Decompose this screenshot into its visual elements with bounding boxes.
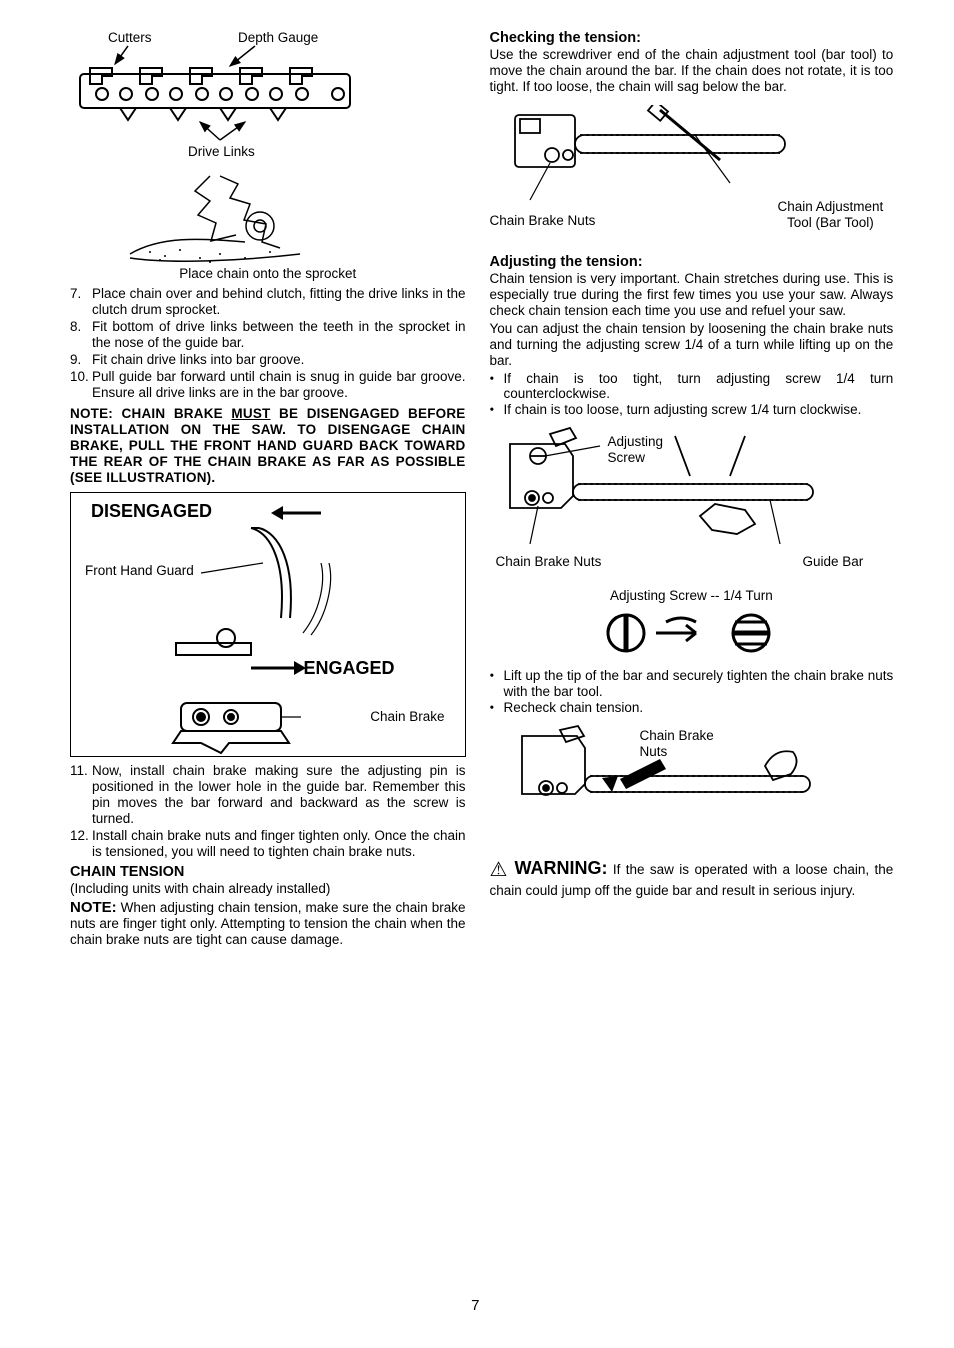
note-body: When adjusting chain tension, make sure …	[70, 900, 466, 948]
bullet-icon: •	[490, 402, 504, 418]
checking-tension-text: Use the screwdriver end of the chain adj…	[490, 47, 894, 95]
step-text: Now, install chain brake making sure the…	[92, 763, 466, 827]
adjusting-p2: You can adjust the chain tension by loos…	[490, 321, 894, 369]
heading-chain-tension: CHAIN TENSION	[70, 864, 466, 881]
figure-sprocket: Place chain onto the sprocket	[70, 166, 466, 286]
right-column: Checking the tension: Use the screwdrive…	[490, 30, 894, 948]
chain-parts-illustration	[70, 44, 360, 159]
label-adjusting-screw: Adjusting Screw	[608, 434, 664, 466]
page-number: 7	[471, 1297, 479, 1314]
label-place-on-sprocket: Place chain onto the sprocket	[70, 266, 466, 282]
bullet-text: Lift up the tip of the bar and securely …	[504, 668, 894, 700]
bullet-icon: •	[490, 371, 504, 403]
adjusting-screw-illustration	[490, 426, 894, 556]
note-pre: NOTE: CHAIN BRAKE	[70, 406, 231, 421]
bullet-text: Recheck chain tension.	[504, 700, 894, 716]
step-num: 11.	[70, 763, 92, 827]
figure-tighten-nuts: Chain Brake Nuts	[510, 724, 894, 844]
label-drive-links: Drive Links	[188, 144, 255, 160]
steps-7-10: 7.Place chain over and behind clutch, fi…	[70, 286, 466, 400]
step-text: Install chain brake nuts and finger tigh…	[92, 828, 466, 860]
label-front-hand-guard: Front Hand Guard	[85, 563, 194, 579]
label-chain-brake-nuts-2: Chain Brake Nuts	[496, 554, 602, 570]
left-column: Cutters Depth Gauge	[70, 30, 466, 948]
figure-adjusting-screw: Adjusting Screw Chain Brake Nuts Guide B…	[490, 426, 894, 576]
label-chain-brake-nuts: Chain Brake Nuts	[490, 213, 596, 229]
warning-block: ⚠ WARNING: If the saw is operated with a…	[490, 858, 894, 899]
bullet-icon: •	[490, 668, 504, 700]
step-num: 12.	[70, 828, 92, 860]
l1: Chain Brake	[640, 728, 714, 743]
figure-check-tension: Chain Brake Nuts Chain Adjustment Tool (…	[490, 105, 894, 240]
l2: Nuts	[640, 744, 668, 759]
step-text: Place chain over and behind clutch, fitt…	[92, 286, 466, 318]
step-num: 10.	[70, 369, 92, 401]
sprocket-illustration	[70, 166, 360, 266]
figure-brake-engage: DISENGAGED	[70, 492, 466, 757]
label-line1: Chain Adjustment	[777, 199, 883, 214]
bullet-text: If chain is too loose, turn adjusting sc…	[504, 402, 894, 418]
adjusting-p1: Chain tension is very important. Chain s…	[490, 271, 894, 319]
step-num: 7.	[70, 286, 92, 318]
step-text: Pull guide bar forward until chain is sn…	[92, 369, 466, 401]
step-num: 9.	[70, 352, 92, 368]
bullets-lift-recheck: •Lift up the tip of the bar and securely…	[490, 668, 894, 716]
label-chain-brake: Chain Brake	[370, 709, 444, 725]
figure-quarter-turn	[490, 608, 894, 658]
figure-chain-parts: Cutters Depth Gauge	[70, 30, 466, 160]
step-text: Fit chain drive links into bar groove.	[92, 352, 466, 368]
bullet-text: If chain is too tight, turn adjusting sc…	[504, 371, 894, 403]
note-label: NOTE:	[70, 899, 117, 916]
label-line2: Tool (Bar Tool)	[787, 215, 874, 230]
note-must: MUST	[231, 406, 270, 421]
label-quarter-turn: Adjusting Screw -- 1/4 Turn	[490, 588, 894, 604]
step-num: 8.	[70, 319, 92, 351]
chain-tension-note: NOTE: When adjusting chain tension, make…	[70, 899, 466, 949]
heading-adjusting-tension: Adjusting the tension:	[490, 254, 894, 271]
step-text: Fit bottom of drive links between the te…	[92, 319, 466, 351]
warning-icon: ⚠	[490, 859, 510, 881]
label-chain-brake-nuts-3: Chain Brake Nuts	[640, 728, 714, 760]
label-chain-adj-tool: Chain Adjustment Tool (Bar Tool)	[777, 199, 883, 231]
bullets-tight-loose: •If chain is too tight, turn adjusting s…	[490, 371, 894, 419]
heading-checking-tension: Checking the tension:	[490, 30, 894, 47]
label-engaged: ENGAGED	[304, 658, 395, 679]
l1: Adjusting	[608, 434, 664, 449]
quarter-turn-illustration	[591, 608, 791, 658]
l2: Screw	[608, 450, 646, 465]
note-chain-brake-disengage: NOTE: CHAIN BRAKE MUST BE DISENGAGED BEF…	[70, 406, 466, 486]
chain-tension-subtitle: (Including units with chain already inst…	[70, 881, 466, 897]
label-guide-bar: Guide Bar	[802, 554, 863, 570]
warning-label: WARNING:	[514, 858, 607, 878]
steps-11-12: 11.Now, install chain brake making sure …	[70, 763, 466, 860]
bullet-icon: •	[490, 700, 504, 716]
